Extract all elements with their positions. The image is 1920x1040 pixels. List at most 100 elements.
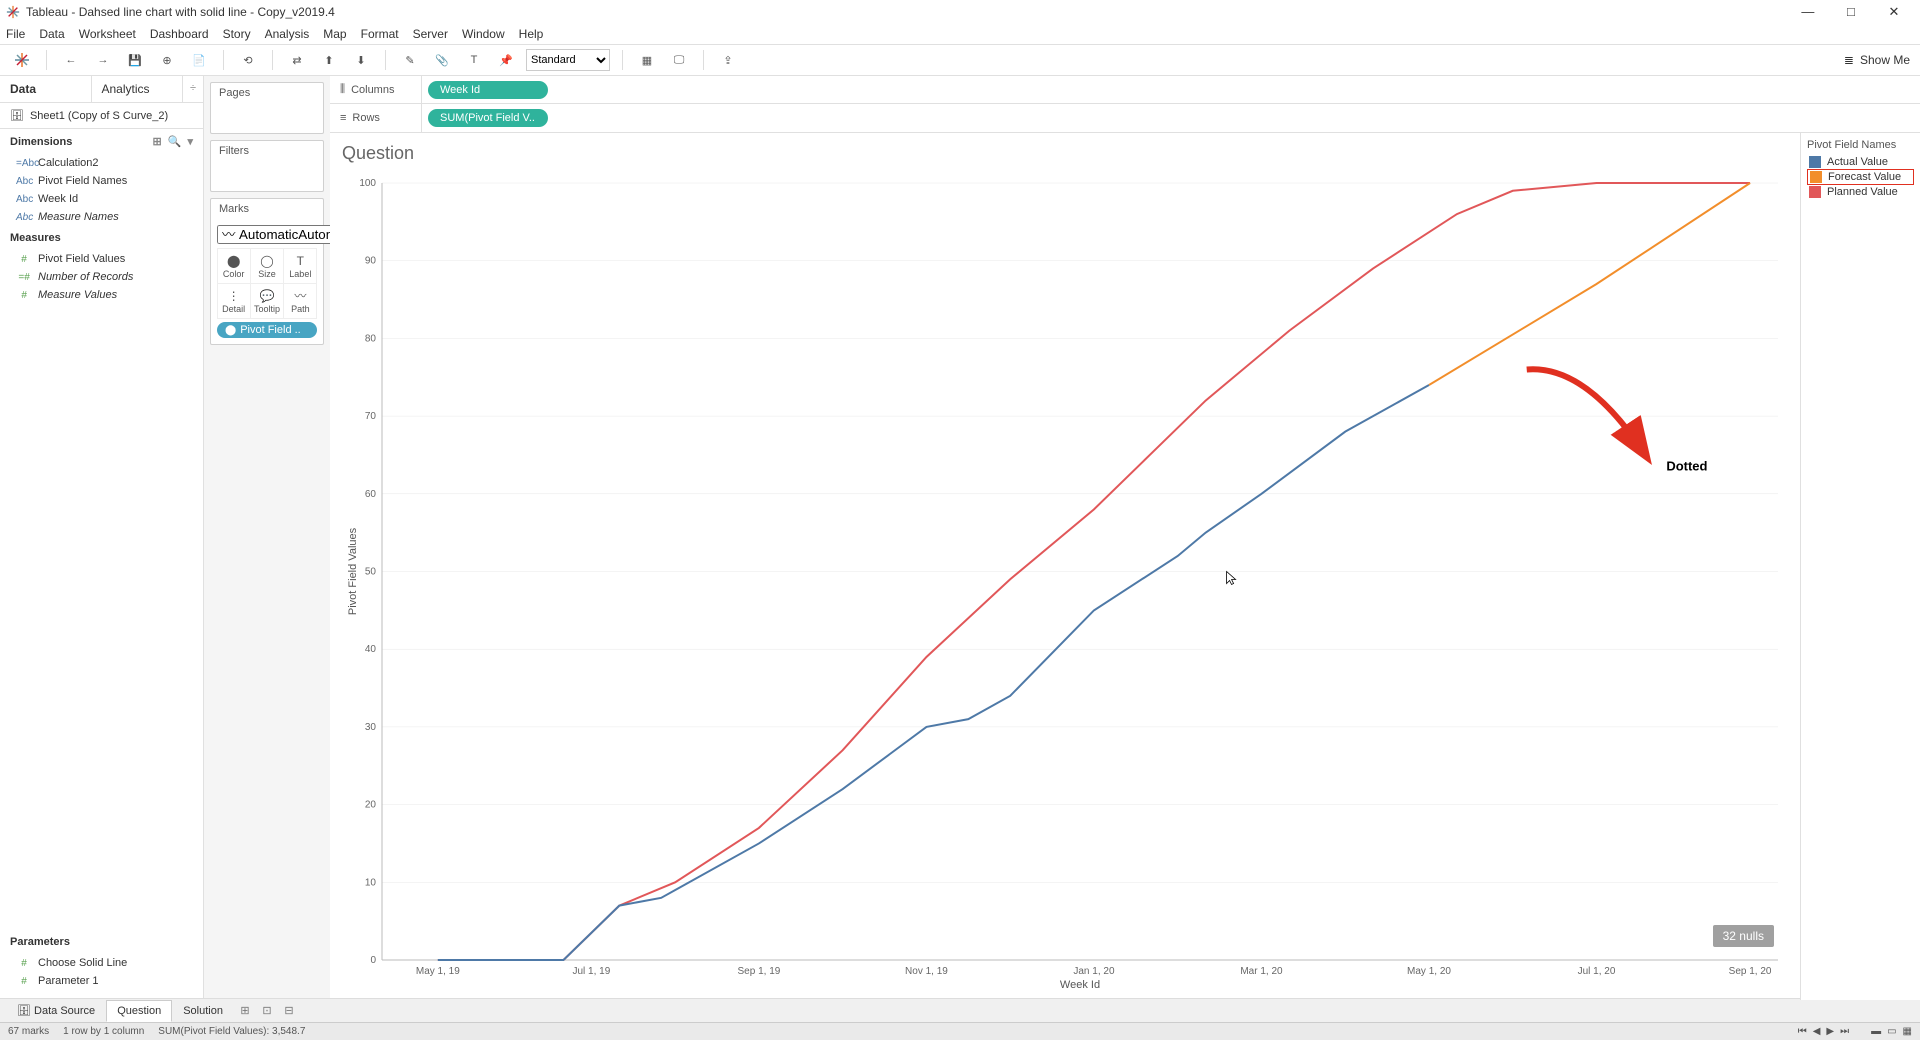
tab-analytics[interactable]: Analytics (92, 76, 184, 102)
nulls-indicator[interactable]: 32 nulls (1713, 925, 1774, 947)
new-datasource-button[interactable]: ⊕ (155, 48, 179, 72)
back-button[interactable]: ← (59, 48, 83, 72)
fit-select[interactable]: Standard (526, 49, 610, 71)
highlight-button[interactable]: ✎ (398, 48, 422, 72)
svg-text:Nov 1, 19: Nov 1, 19 (905, 966, 948, 977)
field-type-icon: # (16, 958, 32, 969)
svg-text:Week Id: Week Id (1060, 979, 1100, 991)
share-button[interactable]: ⇪ (716, 48, 740, 72)
nav-next-icon[interactable]: ▶ (1826, 1026, 1834, 1037)
legend-item-actual-value[interactable]: Actual Value (1807, 155, 1914, 169)
menu-data[interactable]: Data (39, 27, 64, 41)
mark-color[interactable]: ⬤Color (217, 248, 251, 284)
status-bar: 67 marks 1 row by 1 column SUM(Pivot Fie… (0, 1022, 1920, 1040)
new-sheet-button[interactable]: ⊞ (234, 1004, 256, 1017)
svg-text:50: 50 (365, 567, 377, 578)
svg-text:Sep 1, 19: Sep 1, 19 (738, 966, 781, 977)
svg-text:Dotted: Dotted (1666, 458, 1707, 473)
rows-shelf[interactable]: ≡Rows SUM(Pivot Field V.. (330, 104, 1920, 132)
field-pivot-field-values[interactable]: #Pivot Field Values (0, 250, 203, 268)
mark-detail[interactable]: ⋮Detail (217, 283, 251, 319)
refresh-button[interactable]: ⟲ (236, 48, 260, 72)
menu-help[interactable]: Help (519, 27, 544, 41)
legend-swatch (1809, 186, 1821, 198)
legend-item-planned-value[interactable]: Planned Value (1807, 185, 1914, 199)
svg-text:10: 10 (365, 877, 377, 888)
pages-card[interactable]: Pages (210, 82, 324, 134)
datasource-tab[interactable]: 🗄 Data Source (6, 999, 106, 1022)
view-grid-icon[interactable]: ▦ (1903, 1026, 1912, 1037)
view-tabs-icon[interactable]: ▬ (1871, 1026, 1881, 1037)
field-number-of-records[interactable]: =#Number of Records (0, 268, 203, 286)
text-button[interactable]: T (462, 48, 486, 72)
maximize-button[interactable]: □ (1831, 4, 1871, 19)
cards-button[interactable]: ▦ (635, 48, 659, 72)
presentation-button[interactable]: 🖵 (667, 48, 691, 72)
nav-prev-icon[interactable]: ◀ (1813, 1026, 1821, 1037)
field-type-icon: =Abc (16, 158, 32, 169)
close-button[interactable]: ✕ (1874, 4, 1914, 20)
menu-window[interactable]: Window (462, 27, 505, 41)
menu-worksheet[interactable]: Worksheet (79, 27, 136, 41)
sort-asc-button[interactable]: ⬆ (317, 48, 341, 72)
field-measure-values[interactable]: #Measure Values (0, 286, 203, 304)
tableau-icon[interactable] (10, 48, 34, 72)
field-pivot-field-names[interactable]: AbcPivot Field Names (0, 172, 203, 190)
sheet-tab-solution[interactable]: Solution (172, 1000, 234, 1022)
mark-path[interactable]: 〰Path (283, 283, 317, 319)
status-marks: 67 marks (8, 1026, 49, 1037)
svg-text:Jul 1, 19: Jul 1, 19 (572, 966, 610, 977)
field-choose-solid-line[interactable]: #Choose Solid Line (0, 954, 203, 972)
toolbar: ← → 💾 ⊕ 📄 ⟲ ⇄ ⬆ ⬇ ✎ 📎 T 📌 Standard ▦ 🖵 ⇪… (0, 44, 1920, 76)
new-story-button[interactable]: ⊟ (278, 1004, 300, 1017)
field-calculation2[interactable]: =AbcCalculation2 (0, 154, 203, 172)
showme-button[interactable]: ≣ Show Me (1844, 53, 1910, 67)
measures-header: Measures (0, 226, 203, 250)
field-parameter-1[interactable]: #Parameter 1 (0, 972, 203, 990)
columns-shelf[interactable]: ⫼Columns Week Id (330, 76, 1920, 104)
menu-analysis[interactable]: Analysis (265, 27, 310, 41)
view-filmstrip-icon[interactable]: ▭ (1887, 1026, 1896, 1037)
mark-size[interactable]: ◯Size (250, 248, 284, 284)
sort-desc-button[interactable]: ⬇ (349, 48, 373, 72)
svg-text:70: 70 (365, 411, 377, 422)
sheet-title[interactable]: Question (342, 143, 1788, 164)
svg-text:Jan 1, 20: Jan 1, 20 (1073, 966, 1115, 977)
save-button[interactable]: 💾 (123, 48, 147, 72)
mark-label[interactable]: TLabel (283, 248, 317, 284)
field-type-icon: Abc (16, 194, 32, 205)
filters-card[interactable]: Filters (210, 140, 324, 192)
menu-server[interactable]: Server (413, 27, 448, 41)
swap-button[interactable]: ⇄ (285, 48, 309, 72)
legend-swatch (1810, 171, 1822, 183)
mark-tooltip[interactable]: 💬Tooltip (250, 283, 284, 319)
menu-icon[interactable]: ▾ (187, 135, 193, 148)
view-icon[interactable]: ⊞ (153, 135, 162, 148)
svg-text:May 1, 20: May 1, 20 (1407, 966, 1451, 977)
nav-first-icon[interactable]: ⏮ (1798, 1026, 1807, 1037)
menu-map[interactable]: Map (323, 27, 346, 41)
group-button[interactable]: 📎 (430, 48, 454, 72)
menu-story[interactable]: Story (223, 27, 251, 41)
new-worksheet-button[interactable]: 📄 (187, 48, 211, 72)
field-measure-names[interactable]: AbcMeasure Names (0, 208, 203, 226)
search-icon[interactable]: 🔍 (168, 135, 182, 148)
datasource-item[interactable]: 🗄 Sheet1 (Copy of S Curve_2) (0, 103, 203, 129)
menu-file[interactable]: File (6, 27, 25, 41)
menu-format[interactable]: Format (361, 27, 399, 41)
forward-button[interactable]: → (91, 48, 115, 72)
columns-pill[interactable]: Week Id (428, 81, 548, 99)
svg-text:Jul 1, 20: Jul 1, 20 (1578, 966, 1616, 977)
marks-color-pill[interactable]: ⬤Pivot Field .. (217, 322, 317, 338)
legend-item-forecast-value[interactable]: Forecast Value (1807, 169, 1914, 185)
rows-pill[interactable]: SUM(Pivot Field V.. (428, 109, 548, 127)
tab-options-icon[interactable]: ÷ (183, 76, 203, 102)
sheet-tab-question[interactable]: Question (106, 1000, 172, 1022)
field-week-id[interactable]: AbcWeek Id (0, 190, 203, 208)
nav-last-icon[interactable]: ⏭ (1840, 1026, 1849, 1037)
pin-button[interactable]: 📌 (494, 48, 518, 72)
menu-dashboard[interactable]: Dashboard (150, 27, 209, 41)
minimize-button[interactable]: — (1788, 4, 1828, 19)
tab-data[interactable]: Data (0, 76, 92, 102)
new-dashboard-button[interactable]: ⊡ (256, 1004, 278, 1017)
